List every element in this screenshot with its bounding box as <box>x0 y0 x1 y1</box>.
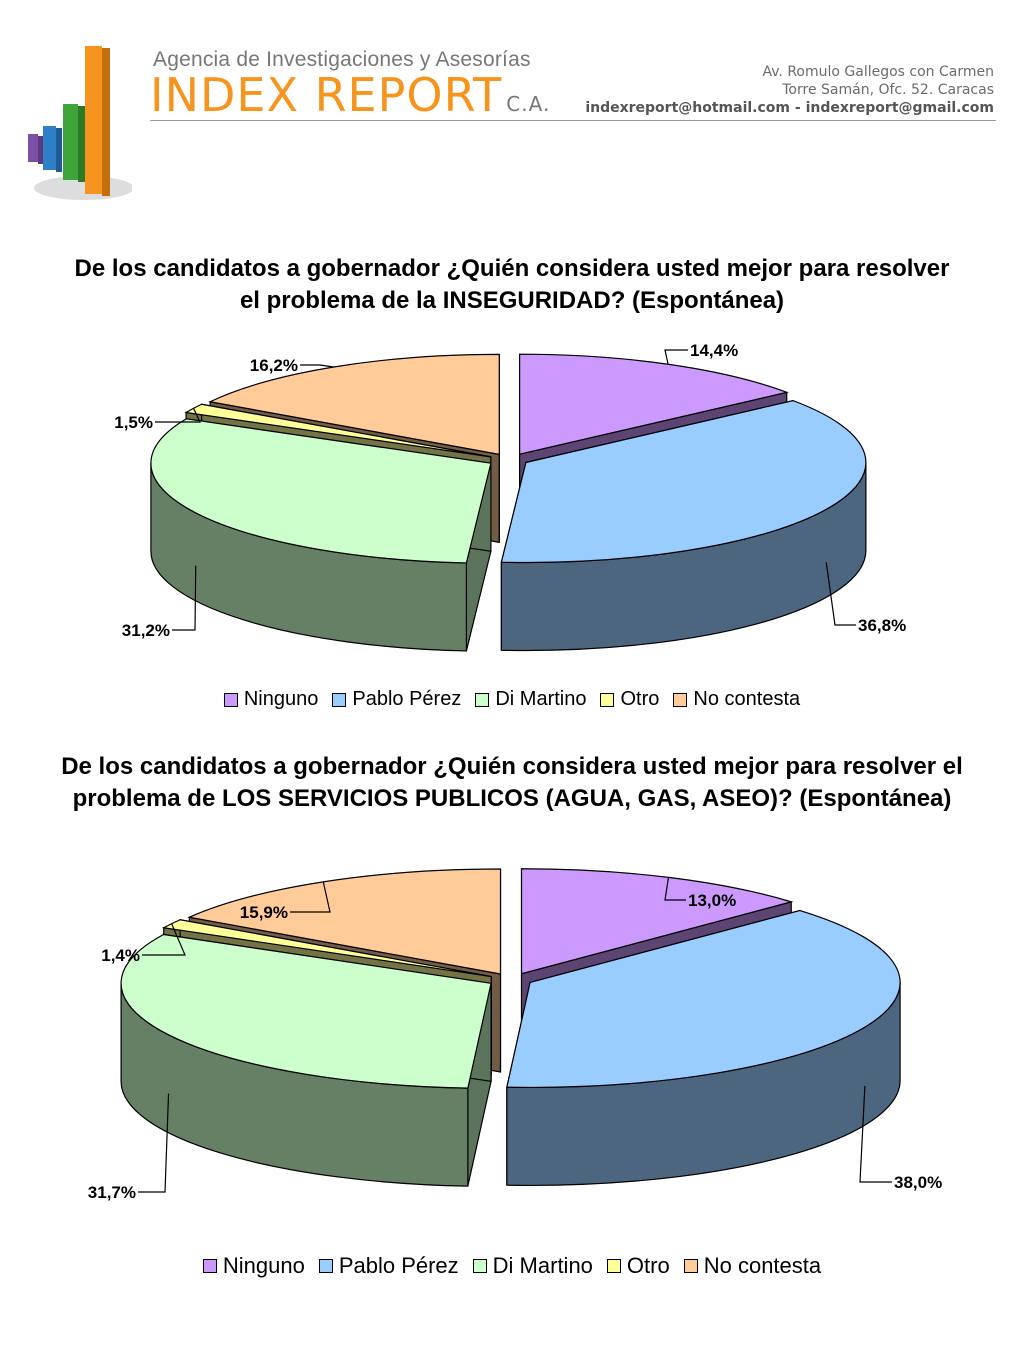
logo-bar-green <box>63 104 85 182</box>
legend-label: Di Martino <box>495 688 587 710</box>
legend-item: Di Martino <box>475 688 586 711</box>
leader-line <box>138 1093 170 1193</box>
legend-label: No contesta <box>703 1253 822 1278</box>
contact-emails: indexreport@hotmail.com - indexreport@gm… <box>585 100 994 116</box>
legend-swatch <box>332 692 347 707</box>
pie-slice-di-martino <box>120 933 492 1187</box>
legend-swatch <box>223 692 238 707</box>
chart-2-legend: Ninguno Pablo Pérez Di Martino Otro No conte… <box>0 1253 1024 1279</box>
data-label: 36,8% <box>858 616 906 635</box>
legend-item: Ninguno <box>202 1253 305 1279</box>
brand-name: INDEX REPORT C.A. <box>150 68 550 122</box>
legend-swatch <box>683 1259 698 1273</box>
leader-line <box>300 364 334 368</box>
leader-line <box>155 408 201 423</box>
legend-swatch <box>606 1259 621 1273</box>
agency-name: Agencia de Investigaciones y Asesorías <box>153 48 531 71</box>
leader-line <box>172 565 197 631</box>
legend-label: Ninguno <box>222 1253 305 1278</box>
chart-2-title: De los candidatos a gobernador ¿Quién co… <box>61 753 963 812</box>
legend-swatch <box>472 1259 487 1273</box>
data-label: 13,0% <box>688 891 736 910</box>
pie-slice-pablo-p-rez <box>500 399 867 652</box>
legend-item: Di Martino <box>472 1253 593 1279</box>
chart-2-pie: 13,0% 38,0% 31,7% 1,4% 15,9% <box>88 868 942 1202</box>
data-label: 31,7% <box>88 1183 136 1202</box>
data-label: 16,2% <box>250 356 298 375</box>
logo-bar-purple <box>28 134 43 164</box>
header-divider <box>150 120 996 121</box>
legend-label: Ninguno <box>243 688 319 710</box>
data-label: 14,4% <box>690 341 738 360</box>
legend-item: Otro <box>600 688 659 711</box>
legend-swatch <box>475 692 490 707</box>
leader-line <box>664 349 688 365</box>
leader-line <box>142 923 186 956</box>
address-line-1: Av. Romulo Gallegos con Carmen <box>762 64 994 80</box>
legend-label: Pablo Pérez <box>352 688 462 710</box>
legend-label: No contesta <box>693 688 801 710</box>
chart-1-title: De los candidatos a gobernador ¿Quién co… <box>74 255 950 314</box>
pie-slice-pablo-p-rez <box>506 909 901 1186</box>
legend-label: Pablo Pérez <box>338 1253 459 1278</box>
leader-line <box>859 1085 892 1183</box>
legend-item: No contesta <box>673 688 800 711</box>
leader-line <box>664 877 686 901</box>
legend-label: Otro <box>626 1253 670 1278</box>
brand-text: INDEX REPORT <box>150 68 503 122</box>
chart-1-pie: 14,4% 36,8% 31,2% 1,5% 16,2% <box>114 341 906 652</box>
legend-label: Otro <box>620 688 660 710</box>
brand-suffix: C.A. <box>506 92 551 116</box>
pie-slice-di-martino <box>150 418 492 652</box>
data-label: 38,0% <box>894 1173 942 1192</box>
chart-1-legend: Ninguno Pablo Pérez Di Martino Otro No conte… <box>0 688 1024 711</box>
data-label: 15,9% <box>240 903 288 922</box>
legend-item: Pablo Pérez <box>332 688 461 711</box>
logo-bar-orange <box>85 46 110 196</box>
legend-swatch <box>600 692 615 707</box>
legend-item: Pablo Pérez <box>318 1253 459 1279</box>
legend-item: Ninguno <box>223 688 319 711</box>
legend-swatch <box>202 1259 217 1273</box>
data-label: 31,2% <box>122 621 170 640</box>
report-header: Agencia de Investigaciones y Asesorías I… <box>0 0 1024 210</box>
leader-line <box>825 562 856 626</box>
leader-line <box>290 881 331 913</box>
address-line-2: Torre Samán, Ofc. 52. Caracas <box>782 82 994 98</box>
legend-item: Otro <box>606 1253 670 1279</box>
legend-label: Di Martino <box>492 1253 593 1278</box>
bar-chart-logo <box>28 46 132 200</box>
legend-item: No contesta <box>683 1253 822 1279</box>
legend-swatch <box>318 1259 333 1273</box>
logo-bar-blue <box>43 126 62 172</box>
data-label: 1,5% <box>114 413 153 432</box>
legend-swatch <box>673 692 688 707</box>
data-label: 1,4% <box>101 946 140 965</box>
